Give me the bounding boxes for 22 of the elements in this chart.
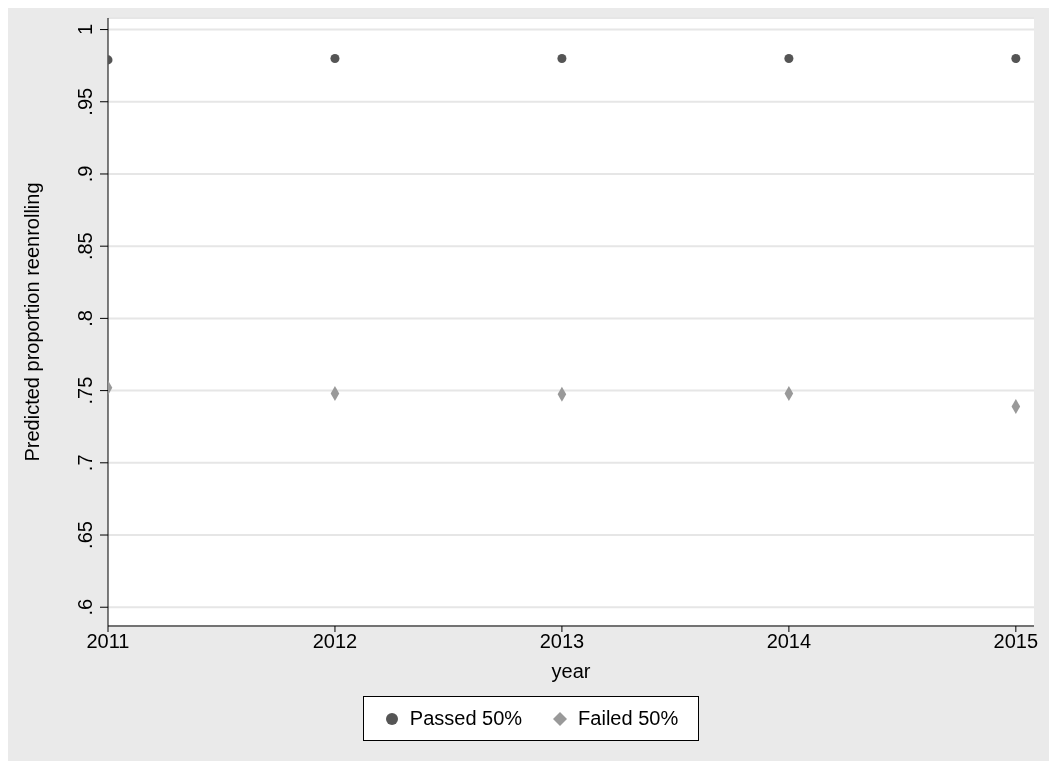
point <box>1011 53 1021 63</box>
y-tick-label: .75 <box>74 376 96 405</box>
point <box>557 53 567 63</box>
y-tick-label: .8 <box>74 310 96 327</box>
point <box>784 53 794 63</box>
y-tick-label: .85 <box>74 232 96 261</box>
y-axis-title: Predicted proportion reenrolling <box>21 182 44 462</box>
y-tick-label: .7 <box>74 454 96 472</box>
y-tick-label: .6 <box>74 598 96 616</box>
x-tick-label: 2013 <box>539 630 585 653</box>
y-tick-label: .95 <box>74 87 96 116</box>
legend-label: Failed 50% <box>578 707 679 730</box>
x-tick-label: 2011 <box>86 630 130 653</box>
y-tick-label: .9 <box>74 165 96 183</box>
x-tick-label: 2012 <box>312 630 358 653</box>
x-tick-label: 2015 <box>993 630 1039 653</box>
y-tick-label: .65 <box>74 521 96 549</box>
legend-label: Passed 50% <box>409 707 523 730</box>
x-tick-label: 2014 <box>766 630 812 653</box>
point <box>330 53 340 63</box>
y-tick-label: 1 <box>74 23 96 36</box>
x-axis-title: year <box>551 660 591 682</box>
